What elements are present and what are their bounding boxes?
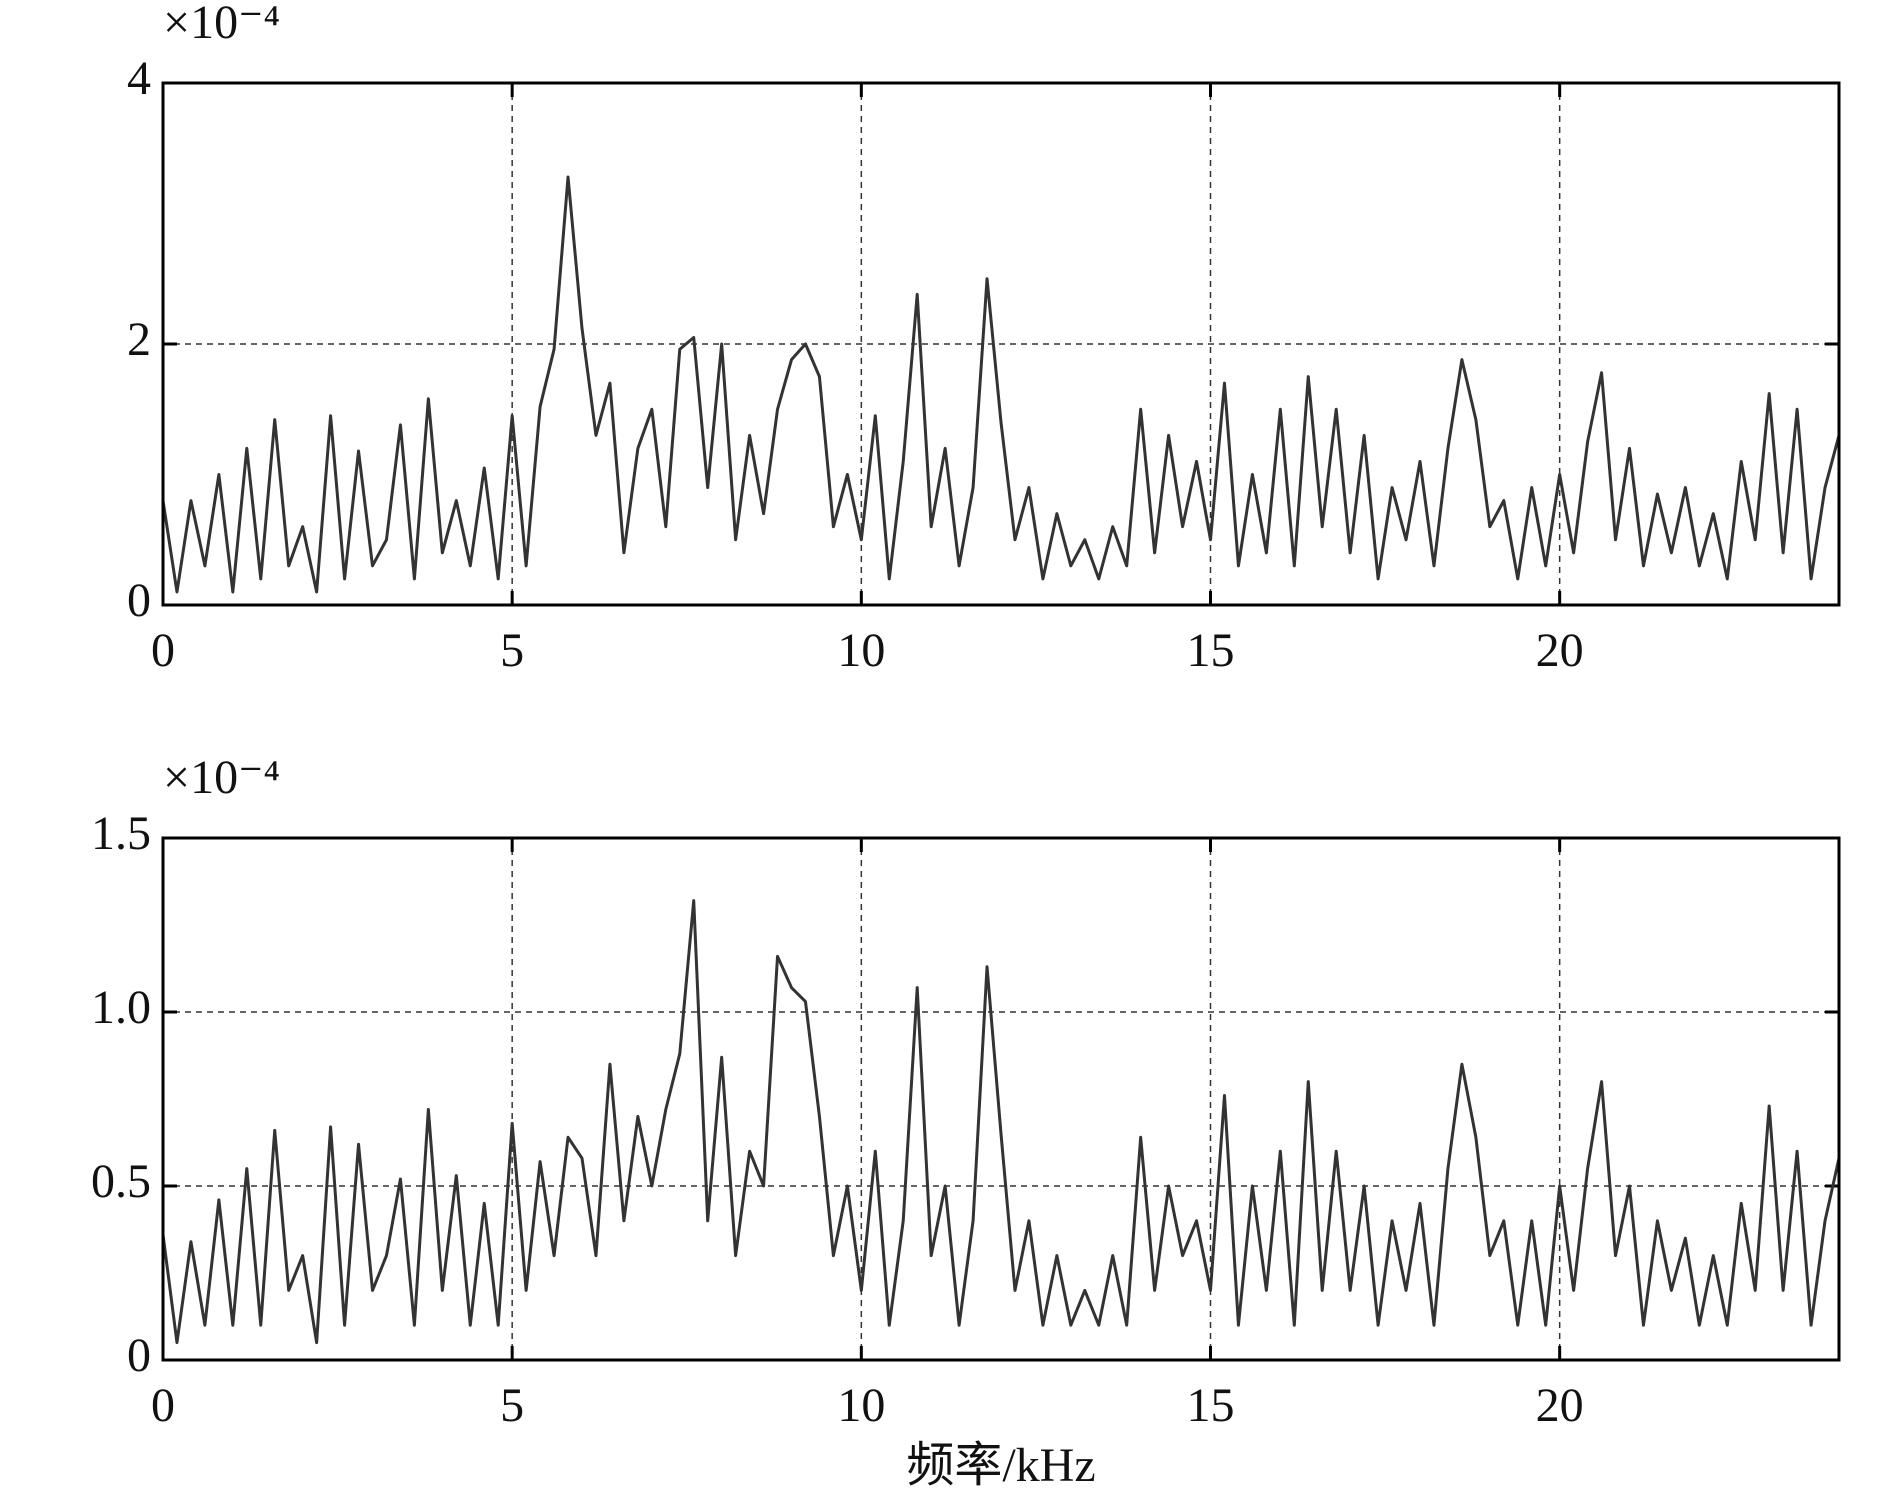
x-axis-label: 频率/kHz — [906, 1439, 1095, 1492]
axis-scale-label: ×10⁻⁴ — [163, 0, 280, 49]
y-tick-label: 2 — [127, 313, 151, 366]
x-tick-label: 5 — [500, 624, 524, 677]
x-tick-label: 10 — [837, 1379, 885, 1432]
x-tick-label: 5 — [500, 1379, 524, 1432]
x-tick-label: 15 — [1187, 624, 1235, 677]
y-tick-label: 0 — [127, 574, 151, 627]
y-tick-label: 1.5 — [91, 807, 151, 860]
data-line — [161, 899, 1841, 1345]
x-tick-label: 0 — [151, 624, 175, 677]
plot-frame — [161, 81, 1841, 607]
x-tick-label: 20 — [1536, 1379, 1584, 1432]
plot-frame — [161, 836, 1841, 1362]
x-tick-label: 20 — [1536, 624, 1584, 677]
axis-scale-label: ×10⁻⁴ — [163, 751, 280, 804]
y-tick-label: 0 — [127, 1329, 151, 1382]
y-tick-label: 1.0 — [91, 981, 151, 1034]
y-tick-label: 0.5 — [91, 1155, 151, 1208]
x-tick-label: 0 — [151, 1379, 175, 1432]
x-tick-label: 15 — [1187, 1379, 1235, 1432]
x-tick-label: 10 — [837, 624, 885, 677]
data-line — [161, 175, 1841, 594]
y-tick-label: 4 — [127, 52, 151, 105]
